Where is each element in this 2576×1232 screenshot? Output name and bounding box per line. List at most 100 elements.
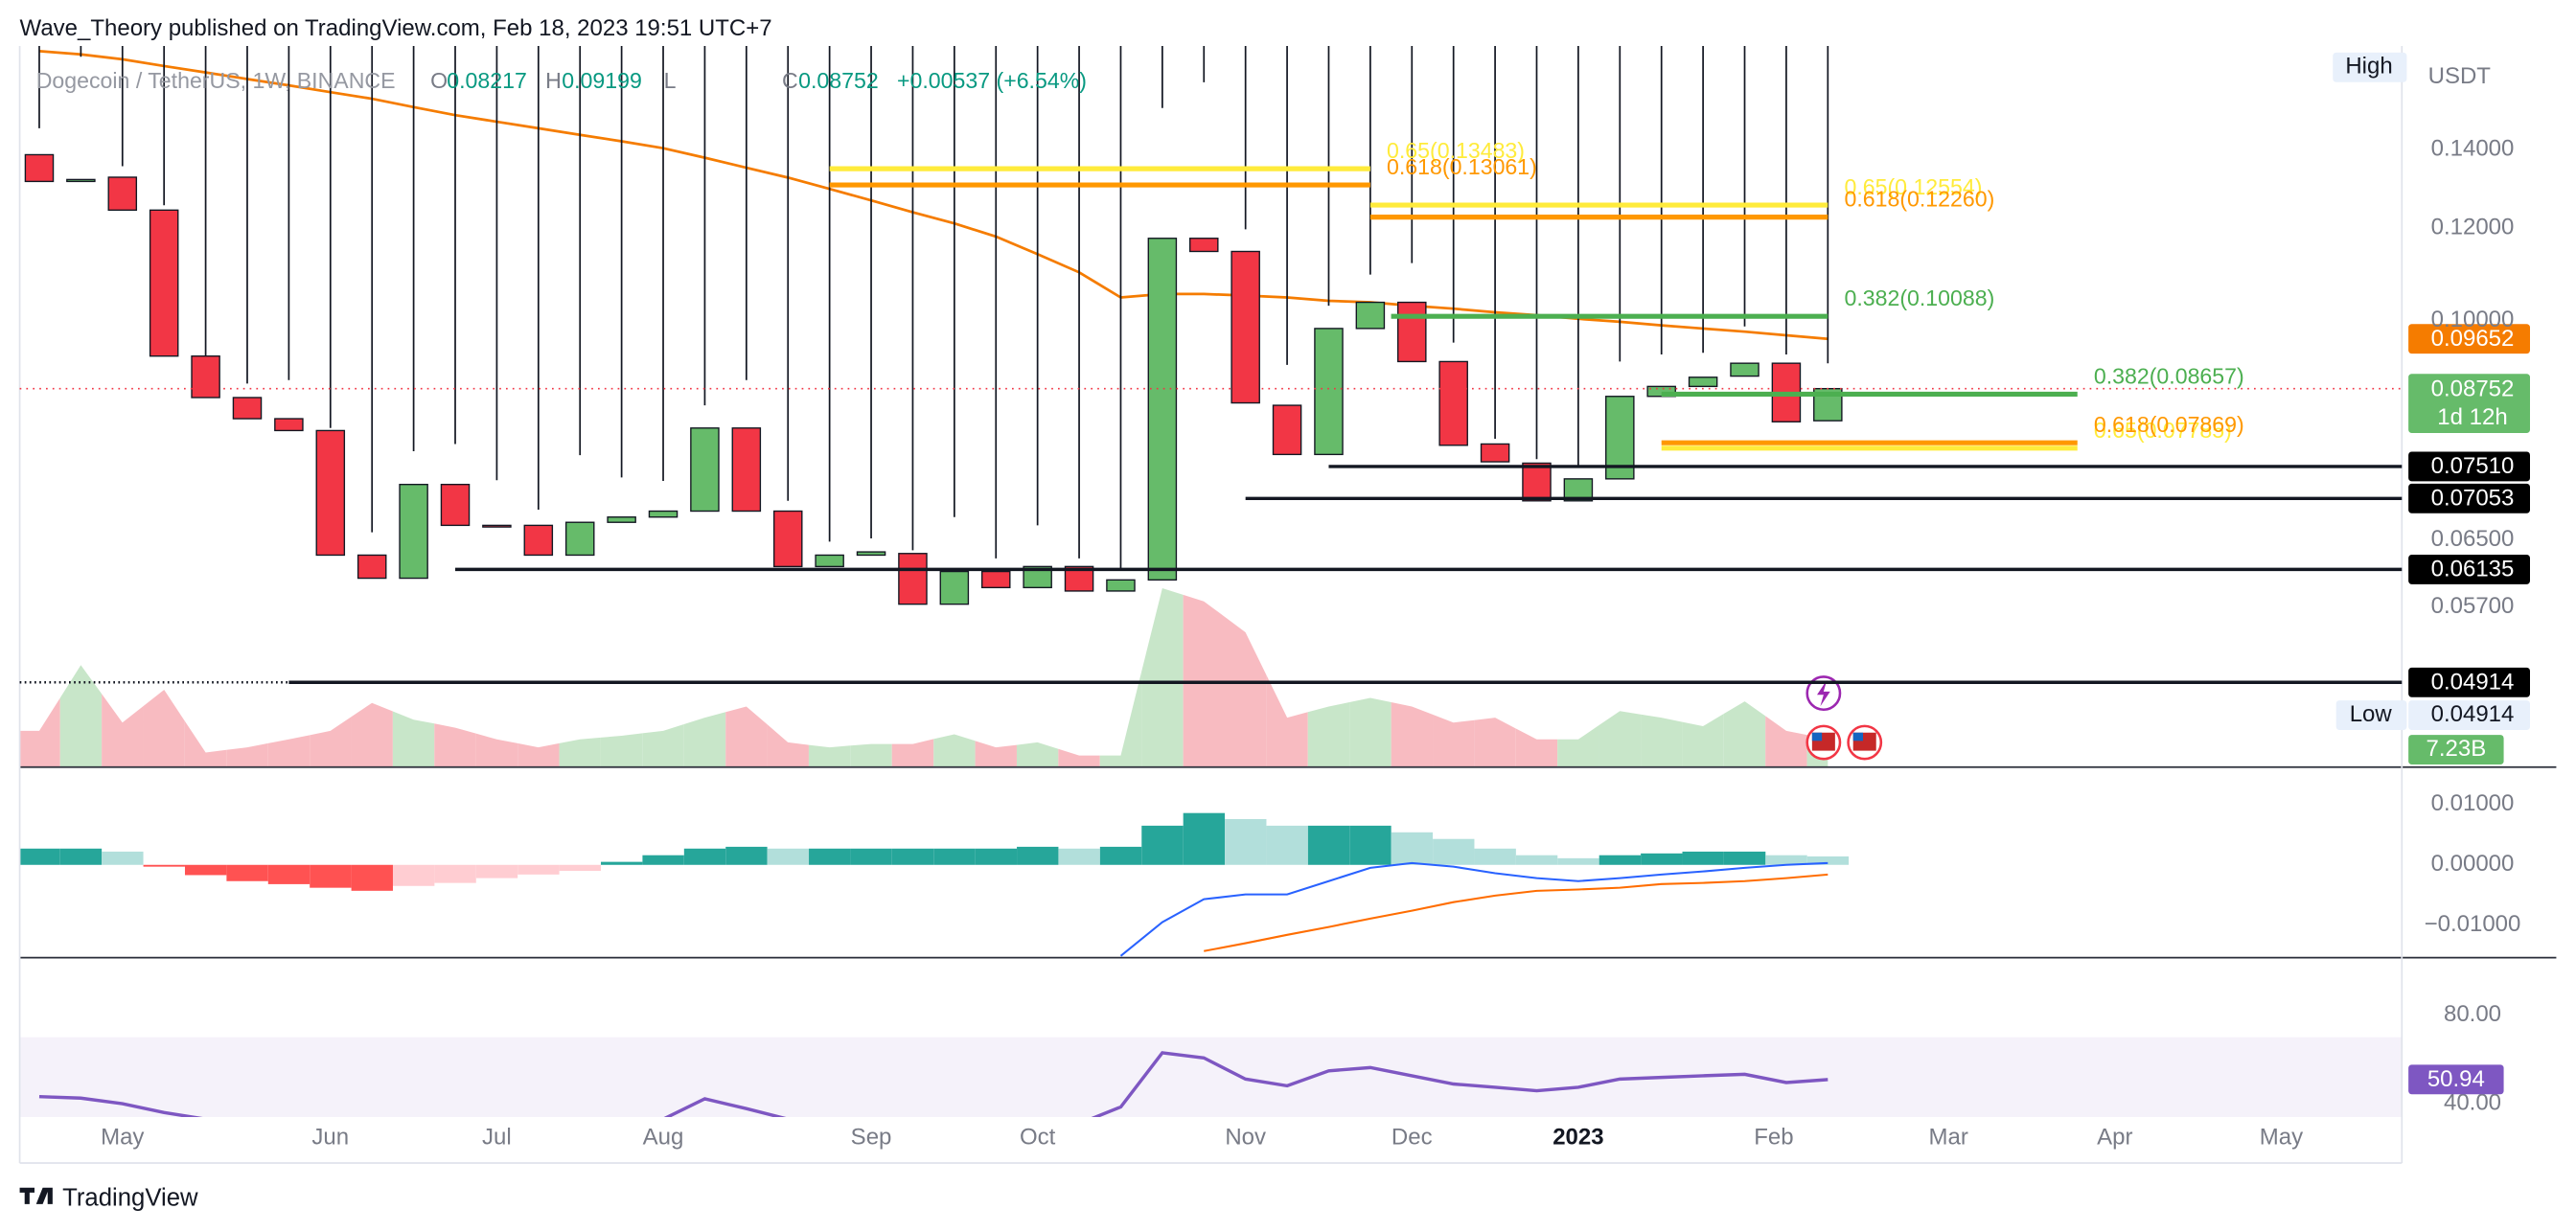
- volume-area: [850, 743, 892, 767]
- candle-body: [482, 524, 512, 528]
- volume-area: [1641, 714, 1683, 767]
- fib-label: 0.618(0.07869): [2094, 412, 2244, 437]
- price-badge: [2408, 483, 2530, 513]
- macd-bar: [1225, 818, 1267, 865]
- candle-body: [1314, 328, 1344, 456]
- macd-bar: [393, 864, 435, 886]
- volume-area: [1682, 714, 1724, 767]
- candle-body: [1522, 462, 1552, 502]
- macd-bar: [1723, 851, 1766, 865]
- fib-label: 0.618(0.13061): [1387, 154, 1537, 179]
- macd-bar: [767, 848, 810, 865]
- x-tick-label: Jun: [311, 1125, 349, 1151]
- volume-area: [19, 697, 60, 767]
- candle-body: [1355, 301, 1386, 330]
- volume-area: [143, 689, 185, 767]
- candle-body: [66, 178, 96, 183]
- volume-area: [559, 737, 601, 767]
- candle-body: [315, 429, 346, 557]
- volume-area: [351, 702, 393, 767]
- y-tick-label: 0.05700: [2431, 593, 2515, 619]
- macd-bar: [1806, 856, 1850, 865]
- macd-bar: [1017, 846, 1059, 865]
- macd-bar: [475, 864, 518, 878]
- fib-label: 0.65(0.12554): [1844, 174, 1982, 199]
- ohlc-letter: O: [430, 68, 448, 93]
- macd-bar: [1474, 848, 1516, 865]
- rsi-band: [19, 1037, 2403, 1117]
- volume-area: [1474, 718, 1516, 767]
- candle-body: [648, 510, 678, 518]
- macd-bar: [184, 864, 227, 876]
- alert-icon: [1817, 679, 1830, 707]
- macd-bar: [310, 864, 352, 888]
- volume-area: [1099, 672, 1142, 767]
- macd-bar: [1765, 855, 1807, 865]
- ema-badge-label: 0.09652: [2431, 326, 2515, 352]
- macd-bar: [725, 846, 768, 865]
- overlay: Wave_Theory published on TradingView.com…: [18, 15, 2557, 1212]
- volume-area: [767, 724, 809, 767]
- candle-body: [1563, 478, 1594, 502]
- macd-bar: [642, 855, 684, 865]
- y-tick-label: 0.12000: [2431, 214, 2515, 240]
- rsi-pane: [19, 1037, 2403, 1117]
- x-tick-label: Aug: [643, 1125, 684, 1151]
- fib-label: 0.382(0.08657): [2094, 363, 2244, 388]
- macd-bar: [102, 851, 144, 865]
- x-tick-label: 2023: [1552, 1125, 1603, 1151]
- candle-body: [232, 397, 263, 420]
- volume-area: [725, 706, 768, 767]
- candle-body: [856, 551, 886, 557]
- volume-area: [600, 733, 643, 767]
- macd-bar: [1183, 812, 1226, 865]
- candle-body: [772, 510, 803, 568]
- candle-body: [440, 483, 471, 527]
- volume-area: [59, 665, 103, 767]
- macd-bar: [518, 864, 560, 875]
- ohlc-letter: C: [782, 68, 798, 93]
- rsi-tick-label: 80.00: [2444, 1001, 2501, 1027]
- price-badge-label: 0.07053: [2431, 486, 2515, 512]
- x-tick-label: Apr: [2097, 1125, 2132, 1151]
- candle-body: [1438, 360, 1468, 446]
- y-tick-label: 0.14000: [2431, 135, 2515, 161]
- close-badge: [2408, 374, 2530, 433]
- low-label: Low: [2350, 701, 2393, 727]
- macd-bar: [809, 848, 851, 865]
- macd-bar: [1349, 825, 1392, 865]
- candle-body: [1106, 579, 1136, 592]
- ohlc-value: 0.08217: [447, 68, 527, 93]
- macd-tick-label: 0.01000: [2431, 790, 2515, 816]
- volume-area: [1723, 701, 1766, 767]
- volume-area: [392, 711, 435, 767]
- volume-area: [975, 741, 1017, 767]
- candle-body: [1688, 376, 1718, 388]
- volume-area: [1349, 697, 1392, 767]
- high-badge: [2333, 52, 2407, 82]
- macd-tick-label: −0.01000: [2425, 911, 2521, 937]
- footer: TradingView: [62, 1185, 198, 1212]
- price-badge-label: 0.04914: [2431, 669, 2515, 695]
- candle-body: [1023, 565, 1052, 589]
- candle-body: [980, 570, 1011, 589]
- price-badge: [2408, 667, 2530, 697]
- macd-bar: [1058, 848, 1100, 865]
- volume-area: [1515, 728, 1558, 767]
- fib-label: 0.65(0.07785): [2094, 418, 2232, 443]
- candle-body: [1272, 404, 1302, 456]
- volume-area: [1058, 748, 1100, 767]
- macd-bar: [434, 864, 476, 883]
- candle-body: [1480, 443, 1510, 463]
- price-badge-label: 0.07510: [2431, 453, 2515, 479]
- flag: [1811, 732, 1823, 741]
- candle-body: [690, 427, 720, 513]
- rsi-badge-label: 50.94: [2427, 1066, 2485, 1092]
- candle-body: [607, 516, 636, 523]
- high-label: High: [2345, 54, 2392, 80]
- candle-body: [107, 176, 138, 212]
- x-tick-label: Oct: [1020, 1125, 1056, 1151]
- macd-bar: [1682, 851, 1724, 865]
